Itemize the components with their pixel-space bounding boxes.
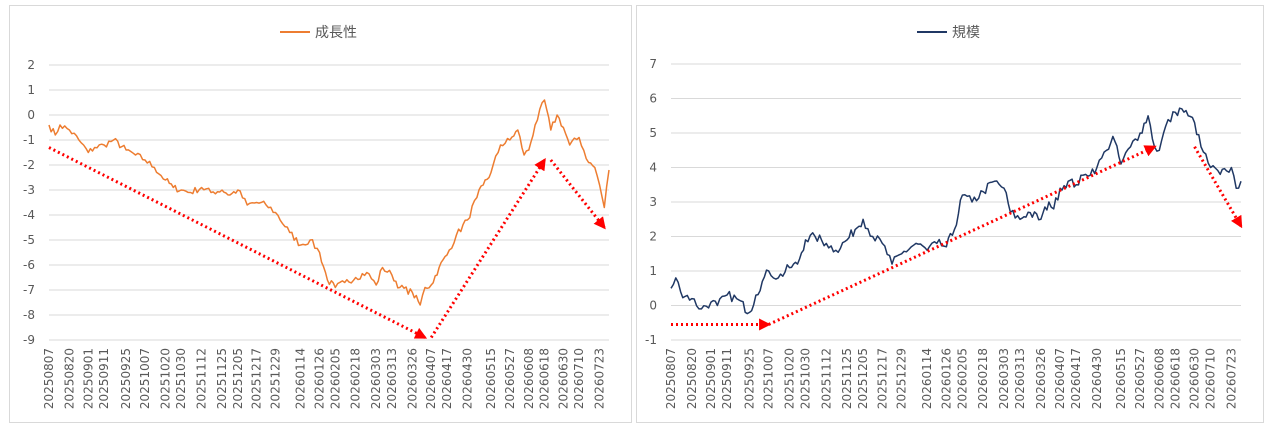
x-tick-label: 20260326 [1034,348,1048,409]
x-tick-label: 20260630 [556,348,570,409]
growth-chart-panel: 2 1 0 -1 -2 -3 -4 -5 -6 -7 -8 -9 20250807 20250820 202… [9,5,632,423]
x-tick-label: 20260114 [294,348,308,409]
x-tick-label: 20250901 [704,348,718,409]
x-tick-label: 20260126 [313,348,327,409]
x-tick-label: 20250820 [685,348,699,409]
y-tick-label: 0 [27,108,35,122]
x-tick-label: 20250901 [81,348,95,409]
y-tick-label: 7 [649,57,657,71]
x-tick-label: 20251217 [875,348,889,409]
x-tick-label: 20260114 [920,348,934,409]
y-tick-label: -9 [23,333,35,347]
y-tick-label: -5 [23,233,35,247]
x-tick-label: 20260710 [572,348,586,409]
x-tick-label: 20251205 [856,348,870,409]
y-tick-label: -8 [23,308,35,322]
x-tick-label: 20251229 [269,348,283,409]
x-tick-label: 20250820 [62,348,76,409]
x-tick-label: 20251007 [138,348,152,409]
y-tick-label: -1 [645,333,657,347]
x-tick-label: 20260515 [484,348,498,409]
x-tick-label: 20260618 [538,348,552,409]
y-tick-label: 1 [27,83,35,97]
x-tick-label: 20260313 [1013,348,1027,409]
legend-entry: 規模 [917,25,980,41]
x-tick-label: 20260407 [1053,348,1067,409]
x-tick-label: 20251007 [762,348,776,409]
x-tick-label: 20251229 [895,348,909,409]
x-tick-label: 20250807 [42,348,56,409]
x-tick-label: 20260417 [440,348,454,409]
x-tick-label: 20260417 [1069,348,1083,409]
x-tick-label: 20251205 [231,348,245,409]
x-tick-label: 20251112 [195,348,209,409]
x-tick-label: 20260205 [328,348,342,409]
x-tick-label: 20260608 [1152,348,1166,409]
x-tick-label: 20250925 [742,348,756,409]
y-tick-label: -7 [23,283,35,297]
x-tick-label: 20250925 [119,348,133,409]
y-tick-label: 1 [649,264,657,278]
x-tick-label: 20250807 [664,348,678,409]
x-tick-label: 20260723 [1224,348,1238,409]
x-tick-label: 20260126 [939,348,953,409]
legend-label: 規模 [952,25,980,41]
trend-arrow [48,146,428,339]
trend-arrow [1193,146,1243,229]
x-tick-label: 20260430 [1090,348,1104,409]
growth-chart-svg: 2 1 0 -1 -2 -3 -4 -5 -6 -7 -8 -9 20250807 20250820 202… [23,25,610,409]
x-tick-label: 20250911 [720,348,734,409]
x-tick-label: 20250911 [97,348,111,409]
y-tick-label: 4 [649,161,657,175]
trend-arrow [429,157,546,339]
y-tick-label: 0 [649,299,657,313]
x-tick-label: 20260313 [385,348,399,409]
y-tick-label: 3 [649,195,657,209]
x-tick-label: 20260515 [1114,348,1128,409]
x-tick-label: 20251125 [840,348,854,409]
x-tick-label: 20260303 [369,348,383,409]
series-line [48,99,610,306]
x-tick-label: 20260430 [460,348,474,409]
x-tick-label: 20260608 [522,348,536,409]
x-tick-label: 20260303 [997,348,1011,409]
x-tick-label: 20251020 [158,348,172,409]
y-tick-label: 5 [649,126,657,140]
x-tick-label: 20251217 [250,348,264,409]
y-tick-label: 2 [27,58,35,72]
x-tick-label: 20260218 [976,348,990,409]
y-tick-label: 2 [649,230,657,244]
y-tick-label: 6 [649,92,657,106]
x-tick-label: 20260205 [955,348,969,409]
scale-chart-panel: 7 6 5 4 3 2 1 0 -1 20250807 20250820 20250901 202509… [636,5,1264,423]
series-line [670,107,1242,315]
trend-arrow [549,159,606,230]
x-tick-label: 20260218 [349,348,363,409]
x-tick-label: 20260630 [1188,348,1202,409]
x-tick-label: 20251030 [174,348,188,409]
x-tick-label: 20251112 [819,348,833,409]
y-tick-label: -3 [23,183,35,197]
y-tick-label: -2 [23,158,35,172]
trend-arrow [768,145,1157,326]
x-tick-label: 20251020 [782,348,796,409]
y-tick-label: -4 [23,208,35,222]
x-tick-label: 20260407 [424,348,438,409]
x-tick-label: 20260326 [405,348,419,409]
x-tick-label: 20260723 [593,348,607,409]
legend-entry: 成長性 [280,25,357,41]
x-tick-label: 20260527 [503,348,517,409]
x-tick-label: 20260527 [1133,348,1147,409]
x-tick-label: 20260710 [1204,348,1218,409]
x-tick-label: 20251030 [798,348,812,409]
x-tick-label: 20251125 [215,348,229,409]
y-tick-label: -1 [23,133,35,147]
legend-label: 成長性 [315,25,357,41]
y-tick-label: -6 [23,258,35,272]
x-tick-label: 20260618 [1168,348,1182,409]
